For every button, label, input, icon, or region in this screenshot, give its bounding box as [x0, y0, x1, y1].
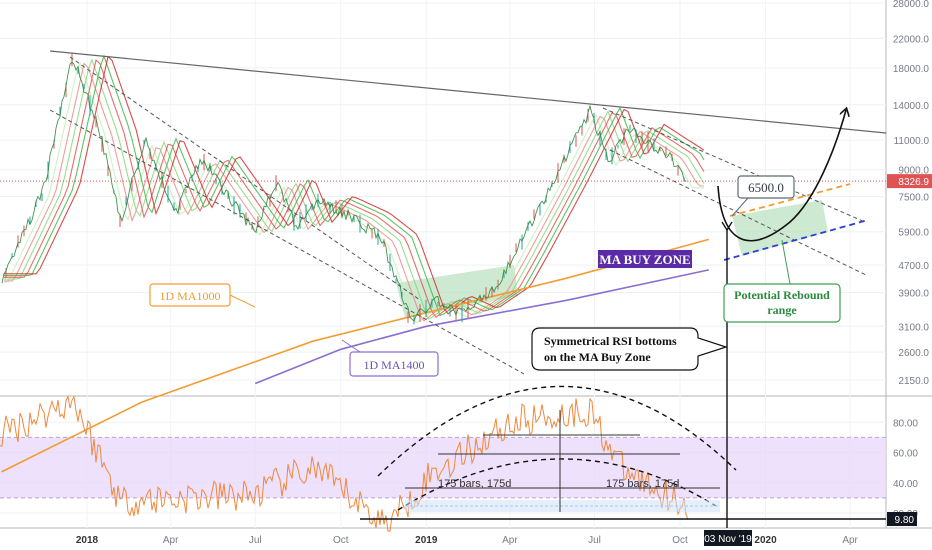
x-axis: 2018 Apr Jul Oct 2019 Apr Jul Oct 2020 Apr 03 Nov … — [76, 530, 859, 546]
rsi-measure-right: 175 bars, 175d — [606, 478, 679, 490]
price-line — [1, 61, 687, 323]
price-tick-label: 22000.0 — [893, 34, 930, 45]
time-tick-label: Apr — [163, 535, 179, 546]
rsi-measure-box — [405, 500, 720, 512]
ma-ribbon-line-4 — [4, 58, 705, 318]
y-axis: 28000.0 22000.0 18000.0 14000.0 11000.0 9000.… — [887, 0, 932, 526]
last-price-badge — [887, 174, 932, 189]
ma-ribbon-line-3 — [4, 58, 705, 320]
rsi-measure-left: 175 bars, 175d — [438, 478, 511, 490]
price-tick-label: 3900.0 — [898, 289, 929, 300]
annotation-labels: 6500.0 MA BUY ZONE 1D MA1000 1D MA1400 Poten… — [149, 175, 841, 490]
ma1000-projection — [729, 183, 851, 217]
time-tick-label: Oct — [333, 535, 349, 546]
ma-ribbon-line-5 — [4, 54, 705, 317]
time-tick-label: Apr — [502, 535, 518, 546]
cursor-date-badge — [704, 530, 752, 546]
ma1400-projection — [723, 219, 869, 261]
rebound-label-line1: Potential Rebound — [734, 288, 830, 302]
ma1000-label: 1D MA1000 — [159, 289, 220, 303]
rsi-arc-lower — [397, 458, 717, 511]
rsi-line — [0, 394, 689, 532]
ma1000-pointer — [229, 294, 256, 308]
ma-buy-zone-text: MA BUY ZONE — [599, 252, 690, 267]
channel-upper-2018 — [69, 56, 421, 301]
rsi-note-callout — [531, 327, 728, 371]
time-tick-label: Jul — [249, 535, 262, 546]
ma1400-label: 1D MA1400 — [363, 358, 424, 372]
time-tick-label: Jul — [588, 535, 601, 546]
ma1400-label-box — [349, 351, 439, 377]
time-tick-label: 2019 — [415, 535, 438, 546]
price-tick-label: 28000.0 — [893, 0, 930, 10]
rsi-last-badge — [887, 512, 917, 526]
rsi-arc-upper — [377, 385, 737, 477]
rsi-tick-label: 80.00 — [893, 418, 918, 429]
price-tick-label: 5900.0 — [898, 228, 929, 239]
drawings — [49, 50, 887, 528]
price-tick-label: 14000.0 — [893, 101, 930, 112]
time-tick-label: Oct — [672, 535, 688, 546]
ma1000-line — [1, 238, 710, 473]
cursor-date-text: 03 Nov '19 — [704, 534, 752, 545]
price-tick-label: 11000.0 — [894, 136, 930, 147]
moving-averages — [1, 238, 710, 473]
time-tick-label: 2020 — [754, 535, 777, 546]
rsi-tick-label: 40.00 — [893, 479, 918, 490]
target-price-text: 6500.0 — [748, 180, 784, 195]
price-tick-label: 2600.0 — [898, 348, 929, 359]
rebound-label-line2: range — [767, 303, 797, 317]
time-tick-label: 2018 — [76, 535, 99, 546]
target-price-pointer — [731, 197, 749, 217]
rebound-pointer — [781, 239, 791, 285]
time-tick-label: Apr — [842, 535, 858, 546]
ma-ribbon-line-2 — [4, 62, 704, 322]
price-tick-label: 9000.0 — [898, 166, 929, 177]
rsi-note-line1: Symmetrical RSI bottoms — [544, 334, 677, 348]
last-price-text: 8326.9 — [898, 177, 929, 188]
projection-curve — [717, 110, 846, 242]
ma1400-pointer — [341, 339, 361, 353]
target-price-box — [737, 175, 795, 199]
price-tick-label: 4700.0 — [898, 261, 929, 272]
rsi-tick-label: 60.00 — [893, 449, 918, 460]
channel-upper-2019 — [602, 107, 866, 223]
rsi-last-text: 9.80 — [895, 515, 915, 526]
channel-lower-2019 — [609, 149, 867, 276]
price-tick-label: 18000.0 — [893, 64, 930, 75]
price-tick-label: 3100.0 — [898, 322, 929, 333]
ma-ribbon-line-6 — [4, 55, 705, 315]
rsi-series — [0, 394, 689, 532]
rebound-label-box — [723, 283, 841, 323]
ma-buy-zone-badge — [598, 250, 692, 268]
resistance-trendline — [49, 50, 887, 134]
cursor-arrow-left — [721, 221, 728, 231]
price-tick-label: 7500.0 — [898, 192, 929, 203]
rsi-note-line2: on the MA Buy Zone — [544, 350, 651, 364]
ma1400-line — [254, 269, 709, 385]
rebound-zone — [732, 200, 828, 256]
cursor-arrow-right — [726, 221, 733, 231]
price-tick-label: 2150.0 — [898, 376, 929, 387]
